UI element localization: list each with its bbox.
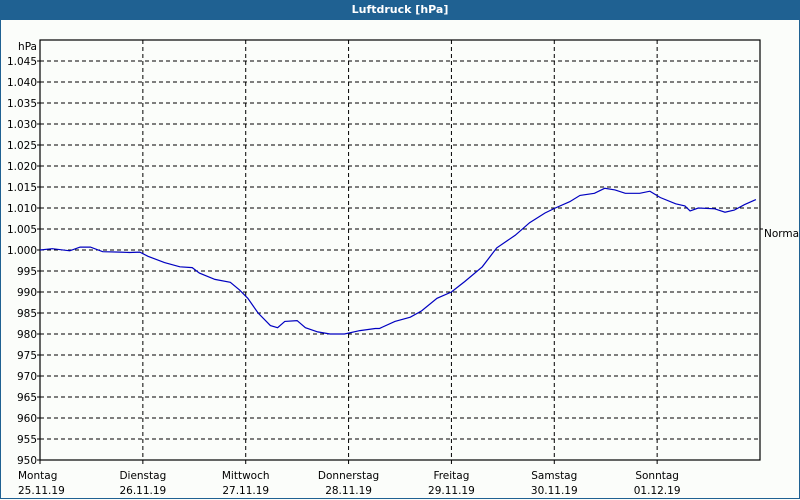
y-tick-label: 970: [17, 371, 37, 383]
y-tick-label: 1.035: [7, 98, 37, 110]
y-tick-label: 985: [17, 308, 37, 320]
window-title: Luftdruck [hPa]: [0, 0, 800, 20]
y-tick-label: 1.030: [7, 119, 37, 131]
x-date-label: 30.11.19: [531, 485, 578, 497]
y-tick-label: 1.040: [7, 77, 37, 89]
x-date-label: 27.11.19: [222, 485, 269, 497]
x-date-label: 01.12.19: [634, 485, 681, 497]
x-day-label: Mittwoch: [222, 470, 270, 482]
grid-lines: [37, 40, 763, 464]
y-tick-label: 1.015: [7, 182, 37, 194]
x-day-label: Donnerstag: [318, 470, 379, 482]
y-tick-label: 975: [17, 350, 37, 362]
x-axis-labels: Montag 25.11.19 Dienstag 26.11.19 Mittwoch 27…: [18, 470, 681, 497]
x-date-label: 25.11.19: [18, 485, 65, 497]
y-tick-label: 955: [17, 434, 37, 446]
y-axis-labels: 950 955 960 965 970 975 980 985 990 995 1.000 1.005…: [7, 56, 37, 467]
x-day-label: Samstag: [531, 470, 577, 482]
x-day-label: Montag: [18, 470, 57, 482]
pressure-line: [39, 187, 757, 335]
y-axis-unit-label: hPa: [18, 41, 37, 53]
y-tick-label: 1.025: [7, 140, 37, 152]
y-tick-label: 950: [17, 455, 37, 467]
y-tick-label: 1.010: [7, 203, 37, 215]
y-tick-label: 995: [17, 266, 37, 278]
y-tick-label: 1.005: [7, 224, 37, 236]
x-day-label: Freitag: [433, 470, 469, 482]
y-tick-label: 1.045: [7, 56, 37, 68]
x-date-label: 28.11.19: [325, 485, 372, 497]
x-date-label: 26.11.19: [119, 485, 166, 497]
y-tick-label: 965: [17, 392, 37, 404]
y-tick-label: 1.020: [7, 161, 37, 173]
normal-annotation: Normal: [764, 228, 800, 240]
x-date-label: 29.11.19: [428, 485, 475, 497]
x-day-label: Dienstag: [119, 470, 166, 482]
y-tick-label: 980: [17, 329, 37, 341]
y-tick-label: 960: [17, 413, 37, 425]
x-day-label: Sonntag: [635, 470, 679, 482]
y-tick-label: 1.000: [7, 245, 37, 257]
y-tick-label: 990: [17, 287, 37, 299]
